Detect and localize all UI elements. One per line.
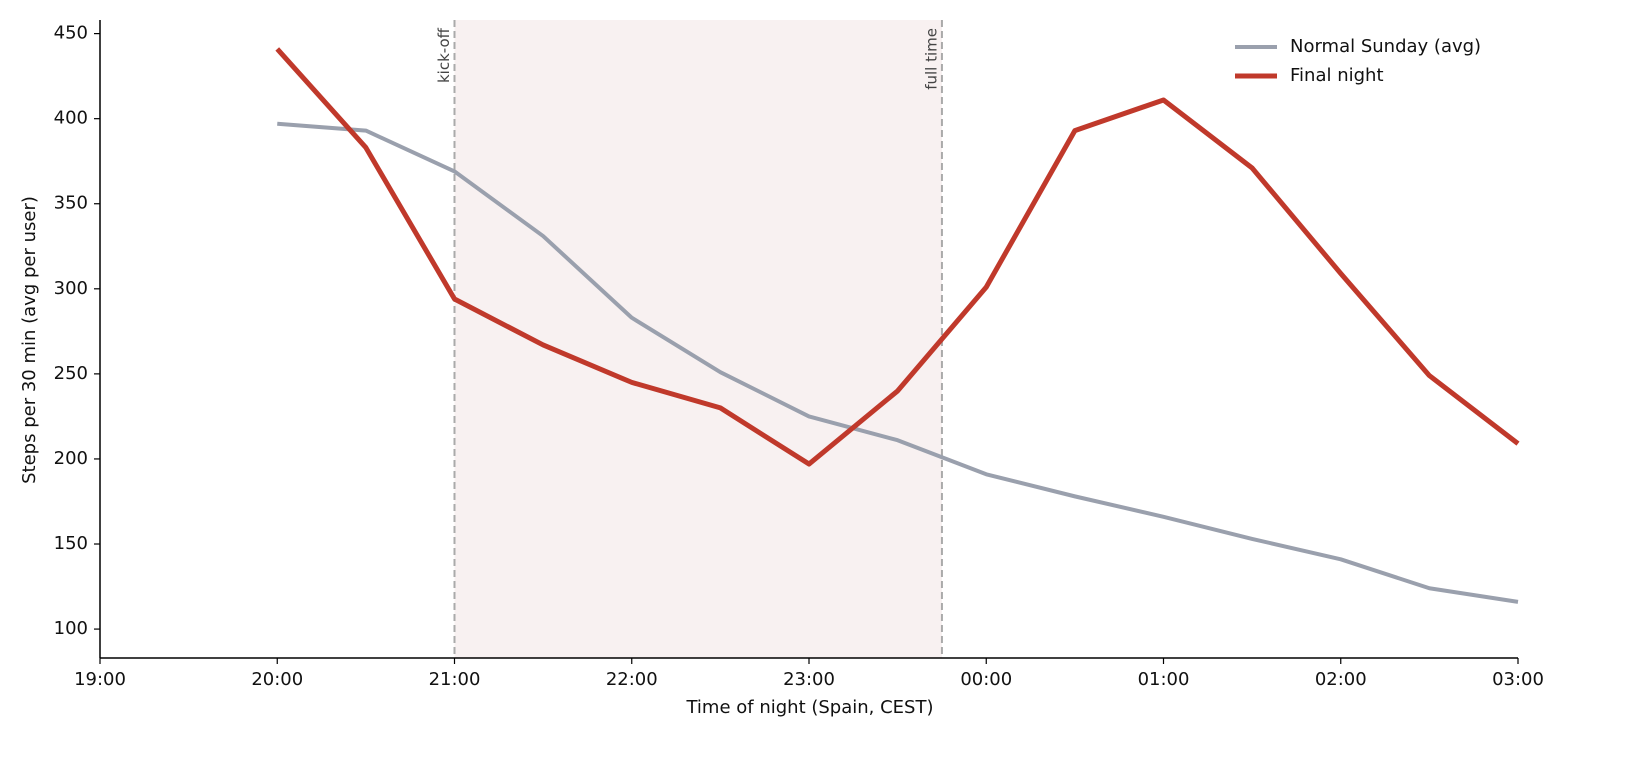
y-tick-label: 150 xyxy=(54,533,88,554)
series-line xyxy=(275,47,1520,467)
y-axis-label: Steps per 30 min (avg per user) xyxy=(19,196,40,484)
legend-label: Final night xyxy=(1290,65,1384,86)
x-tick-label: 01:00 xyxy=(1138,669,1190,690)
event-label: full time xyxy=(922,28,940,90)
x-tick-label: 23:00 xyxy=(783,669,835,690)
x-tick-label: 02:00 xyxy=(1315,669,1367,690)
y-tick-label: 450 xyxy=(54,23,88,44)
legend-label: Normal Sunday (avg) xyxy=(1290,36,1481,57)
x-tick-label: 19:00 xyxy=(74,669,126,690)
y-tick-label: 300 xyxy=(54,278,88,299)
event-label: kick-off xyxy=(435,27,453,83)
x-tick-label: 21:00 xyxy=(429,669,481,690)
y-tick-label: 200 xyxy=(54,448,88,469)
x-tick-label: 22:00 xyxy=(606,669,658,690)
x-tick-label: 03:00 xyxy=(1492,669,1544,690)
series-line xyxy=(277,121,1519,604)
y-tick-label: 400 xyxy=(54,108,88,129)
x-tick-label: 20:00 xyxy=(251,669,303,690)
y-tick-label: 250 xyxy=(54,363,88,384)
x-axis-label: Time of night (Spain, CEST) xyxy=(685,697,933,718)
y-tick-label: 350 xyxy=(54,193,88,214)
x-tick-label: 00:00 xyxy=(960,669,1012,690)
y-tick-label: 100 xyxy=(54,618,88,639)
